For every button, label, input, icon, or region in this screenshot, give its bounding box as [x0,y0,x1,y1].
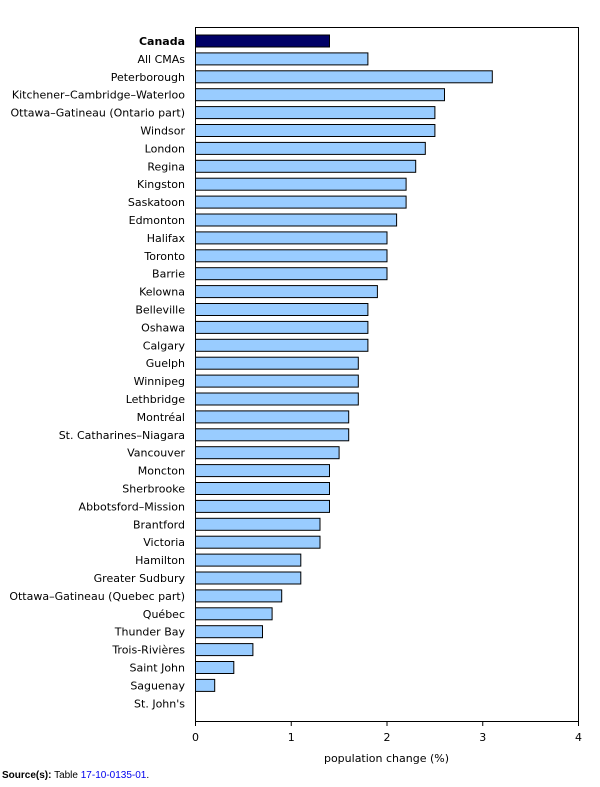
bar-8 [195,177,407,191]
bar-23 [195,446,340,460]
category-labels: Canada All CMAs Peterborough Kitchener–Camb… [9,35,185,710]
x-axis-ticks: 0 1 2 3 4 [192,721,582,744]
category-label: Halifax [147,232,186,245]
bar-25 [195,482,330,495]
category-label: Regina [147,160,185,173]
category-label: All CMAs [137,53,185,66]
bar-3 [195,88,445,102]
bar-chart: Canada All CMAs Peterborough Kitchener–Camb… [9,27,582,765]
bar-12 [195,249,388,263]
category-label: Trois-Rivières [111,644,185,657]
category-label: Greater Sudbury [94,572,186,585]
bar-7 [195,159,417,173]
bar-24 [195,464,330,478]
category-label: Victoria [143,536,185,549]
x-tick-label: 0 [192,731,199,744]
bar-33 [195,625,263,639]
category-label: St. Catharines–Niagara [59,429,185,442]
bar-30 [195,571,302,585]
bar-10 [195,213,398,227]
category-label: Windsor [140,125,185,138]
bar-13 [195,267,388,281]
category-label: Ottawa–Gatineau (Quebec part) [9,590,185,603]
category-label: Sherbrooke [122,483,185,496]
bar-20 [195,392,359,406]
x-tick-label: 3 [479,731,486,744]
bar-11 [195,231,388,245]
bar-36 [195,678,216,692]
category-label: Kingston [137,178,185,191]
bar-16 [195,320,369,334]
category-label: Hamilton [135,554,185,567]
bar-21 [195,410,350,424]
x-tick-label: 2 [384,731,391,744]
bar-17 [195,338,369,352]
source-table-link[interactable]: 17-10-0135-01 [80,770,147,781]
source-label: Source(s): [2,770,52,781]
bars-group [195,34,493,692]
category-label: Kelowna [139,286,185,299]
bar-1 [195,52,369,66]
category-label: Moncton [138,465,185,478]
source-end: . [146,770,150,781]
bar-22 [195,428,350,442]
bar-6 [195,141,426,155]
bar-31 [195,589,283,603]
bar-2 [195,70,493,84]
category-label: Oshawa [141,321,185,334]
bar-26 [195,499,330,513]
category-label: Winnipeg [134,375,185,388]
category-label: Edmonton [129,214,185,227]
category-label: Brantford [133,518,185,531]
category-label: London [145,142,185,155]
category-label: Thunder Bay [114,626,186,639]
category-label: Peterborough [111,71,185,84]
category-label: Abbotsford–Mission [79,500,185,513]
category-label: Montréal [137,411,185,424]
source-note: Source(s): Table 17-10-0135-01. [2,770,149,781]
category-label: Saskatoon [128,196,185,209]
category-label: Québec [143,608,185,621]
category-label: Saguenay [130,679,185,692]
bar-19 [195,374,359,388]
x-tick-label: 1 [288,731,295,744]
x-axis-title: population change (%) [324,752,449,765]
category-label: Canada [139,35,185,48]
x-tick-label: 4 [575,731,582,744]
source-text: Table [54,770,78,781]
bar-28 [195,535,321,549]
category-label: Vancouver [127,447,185,460]
bar-27 [195,517,321,531]
bar-9 [195,195,407,209]
bar-4 [195,106,436,120]
category-label: Kitchener–Cambridge–Waterloo [12,89,185,102]
bar-14 [195,285,378,299]
bar-29 [195,553,302,567]
category-label: Barrie [152,268,185,281]
category-label: Ottawa–Gatineau (Ontario part) [11,107,185,120]
bar-0 [195,34,330,48]
category-label: Calgary [143,339,186,352]
category-label: Toronto [143,250,185,263]
bar-34 [195,643,254,657]
bar-5 [195,124,436,137]
category-label: Guelph [146,357,185,370]
bar-32 [195,607,273,621]
category-label: Belleville [135,304,185,317]
bar-18 [195,356,359,370]
category-label: Saint John [130,662,186,675]
bar-35 [195,661,235,674]
category-label: Lethbridge [126,393,186,406]
bar-15 [195,303,369,316]
category-label: St. John's [134,697,185,710]
